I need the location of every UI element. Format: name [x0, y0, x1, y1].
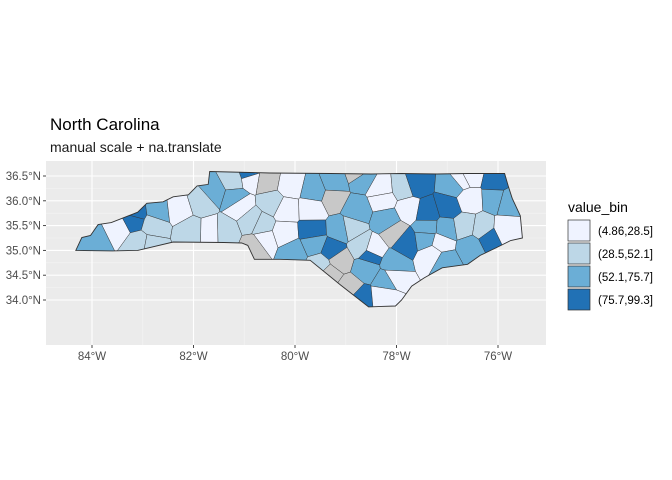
- chart-subtitle: manual scale + na.translate: [50, 139, 222, 155]
- x-tick-label: 84°W: [78, 351, 106, 363]
- x-tick-label: 80°W: [281, 351, 309, 363]
- x-tick-label: 82°W: [179, 351, 207, 363]
- x-tick-label: 76°W: [484, 351, 512, 363]
- legend-label: (4.86,28.5]: [598, 226, 653, 238]
- legend-title: value_bin: [568, 199, 628, 215]
- legend-key: [567, 219, 591, 242]
- y-axis: 36.5°N 36.0°N 35.5°N 35.0°N 34.5°N 34.0°N: [6, 171, 46, 307]
- legend: (4.86,28.5] (28.5,52.1] (52.1,75.7] (75.7,9…: [567, 219, 653, 311]
- legend-label: (28.5,52.1]: [598, 249, 653, 261]
- legend-key: [567, 265, 591, 288]
- y-tick-label: 35.5°N: [6, 221, 41, 233]
- x-axis: 84°W 82°W 80°W 78°W 76°W: [78, 345, 512, 363]
- y-tick-label: 34.0°N: [6, 295, 41, 307]
- legend-label: (75.7,99.3]: [598, 295, 653, 307]
- y-tick-label: 36.5°N: [6, 171, 41, 183]
- y-tick-label: 34.5°N: [6, 270, 41, 282]
- state-outline: [75, 171, 523, 308]
- x-tick-label: 78°W: [382, 351, 410, 363]
- legend-key: [567, 242, 591, 265]
- y-tick-label: 35.0°N: [6, 245, 41, 257]
- legend-key: [567, 288, 591, 311]
- legend-label: (52.1,75.7]: [598, 272, 653, 284]
- y-tick-label: 36.0°N: [6, 196, 41, 208]
- chart-title: North Carolina: [50, 115, 160, 134]
